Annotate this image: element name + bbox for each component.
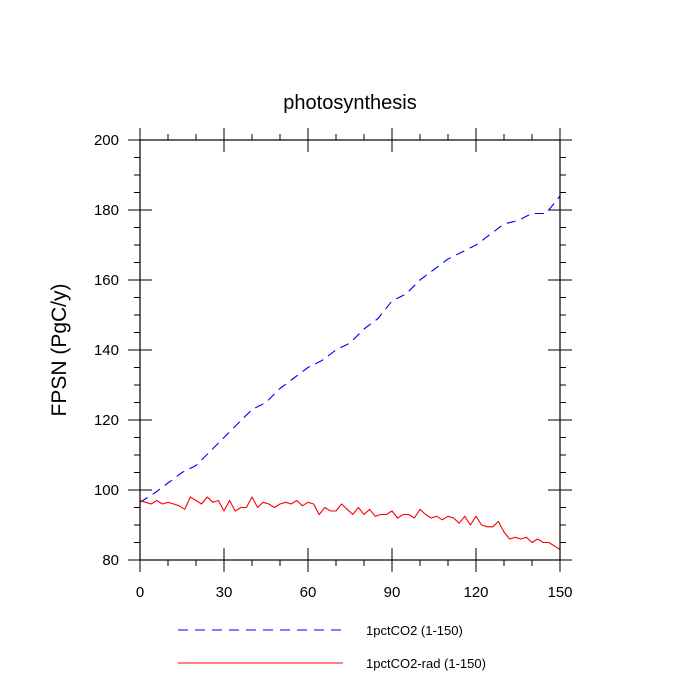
x-tick-label: 30 <box>216 584 233 601</box>
plot-series <box>139 195 561 550</box>
y-tick-label: 100 <box>94 482 119 499</box>
legend: 1pctCO2 (1-150) 1pctCO2-rad (1-150) <box>178 623 486 671</box>
legend-label-1: 1pctCO2 (1-150) <box>366 623 463 638</box>
x-tick-label: 150 <box>547 584 572 601</box>
x-tick-label: 60 <box>300 584 317 601</box>
x-tick-label: 0 <box>136 584 144 601</box>
legend-label-2: 1pctCO2-rad (1-150) <box>366 656 486 671</box>
y-axis-label: FPSN (PgC/y) <box>48 283 71 416</box>
x-tick-label: 90 <box>384 584 401 601</box>
y-tick-label: 160 <box>94 272 119 289</box>
axis-ticks: 0 30 60 90 120 150 80 100 120 140 160 180 200 <box>94 128 573 601</box>
x-tick-label: 120 <box>463 584 488 601</box>
chart-title: photosynthesis <box>283 92 416 114</box>
series-line-1 <box>139 195 561 503</box>
y-tick-label: 120 <box>94 412 119 429</box>
plot-frame <box>139 139 561 561</box>
y-tick-label: 200 <box>94 132 119 149</box>
y-tick-label: 180 <box>94 202 119 219</box>
y-tick-label: 80 <box>102 552 119 569</box>
y-tick-label: 140 <box>94 342 119 359</box>
series-line-2 <box>139 496 561 550</box>
